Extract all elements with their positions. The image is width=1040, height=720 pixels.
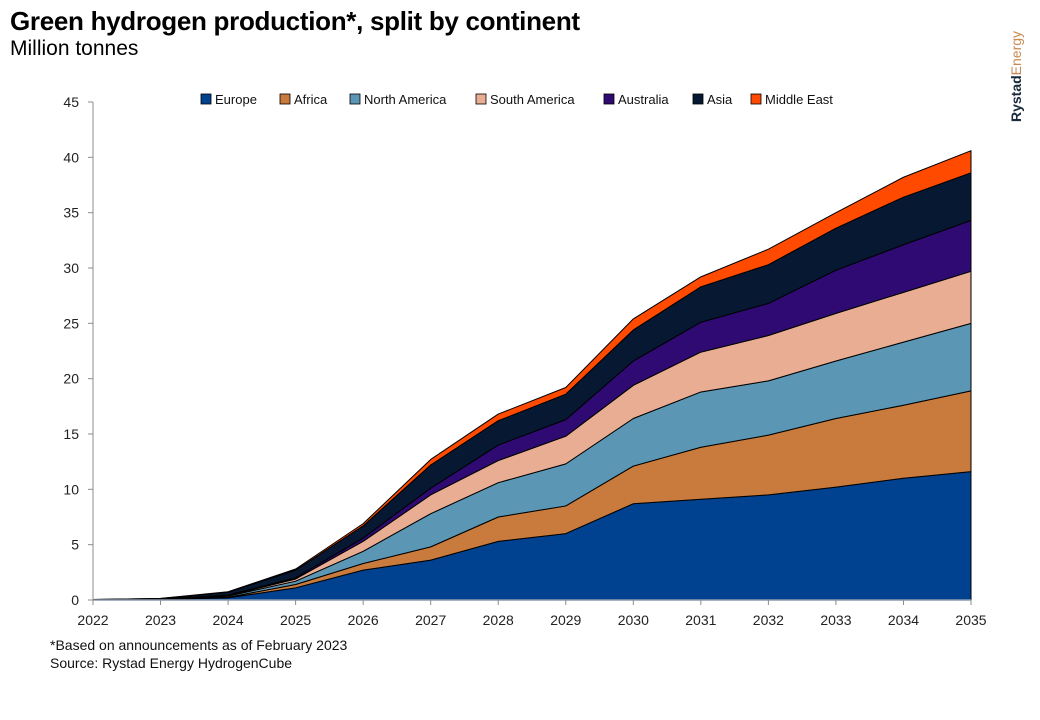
legend-item-north-america: North America (349, 92, 447, 107)
area-layers (92, 150, 972, 601)
y-tick-label: 30 (63, 260, 79, 276)
legend-label: Asia (707, 92, 733, 107)
legend-item-south-america: South America (475, 92, 575, 107)
legend-swatch (475, 93, 487, 105)
legend-item-europe: Europe (200, 92, 257, 107)
legend-label: Africa (294, 92, 328, 107)
x-tick-label: 2032 (753, 612, 784, 628)
legend-swatch (603, 93, 615, 105)
x-tick-label: 2022 (77, 612, 108, 628)
x-tick-label: 2035 (955, 612, 986, 628)
x-tick-label: 2034 (888, 612, 919, 628)
legend-swatch (200, 93, 212, 105)
y-tick-label: 15 (63, 426, 79, 442)
legend-swatch (692, 93, 704, 105)
y-tick-label: 35 (63, 205, 79, 221)
y-tick-label: 0 (71, 592, 79, 608)
x-tick-label: 2025 (280, 612, 311, 628)
x-tick-label: 2030 (618, 612, 649, 628)
legend-item-africa: Africa (279, 92, 328, 107)
x-tick-label: 2033 (820, 612, 851, 628)
y-tick-label: 20 (63, 371, 79, 387)
y-tick-label: 25 (63, 315, 79, 331)
x-tick-label: 2028 (483, 612, 514, 628)
x-tick-label: 2023 (145, 612, 176, 628)
area-middle-east (92, 150, 972, 601)
y-tick-label: 40 (63, 149, 79, 165)
source-note: Source: Rystad Energy HydrogenCube (50, 655, 293, 671)
legend: Europe Africa North America South America Au… (200, 92, 833, 107)
legend-label: North America (364, 92, 447, 107)
legend-swatch (279, 93, 291, 105)
x-tick-label: 2031 (685, 612, 716, 628)
x-tick-label: 2027 (415, 612, 446, 628)
x-tick-label: 2026 (348, 612, 379, 628)
legend-label: Australia (618, 92, 669, 107)
x-tick-label: 2029 (550, 612, 581, 628)
y-tick-label: 45 (63, 94, 79, 110)
legend-label: Europe (215, 92, 257, 107)
y-tick-label: 10 (63, 481, 79, 497)
chart-subtitle: Million tonnes (10, 37, 139, 60)
legend-item-middle-east: Middle East (750, 92, 833, 107)
y-tick-label: 5 (71, 537, 79, 553)
legend-swatch (349, 93, 361, 105)
legend-label: Middle East (765, 92, 833, 107)
legend-item-asia: Asia (692, 92, 733, 107)
footnote: *Based on announcements as of February 2… (50, 637, 348, 653)
legend-label: South America (490, 92, 575, 107)
chart-title: Green hydrogen production*, split by con… (10, 6, 580, 36)
legend-swatch (750, 93, 762, 105)
x-tick-label: 2024 (212, 612, 243, 628)
legend-item-australia: Australia (603, 92, 669, 107)
